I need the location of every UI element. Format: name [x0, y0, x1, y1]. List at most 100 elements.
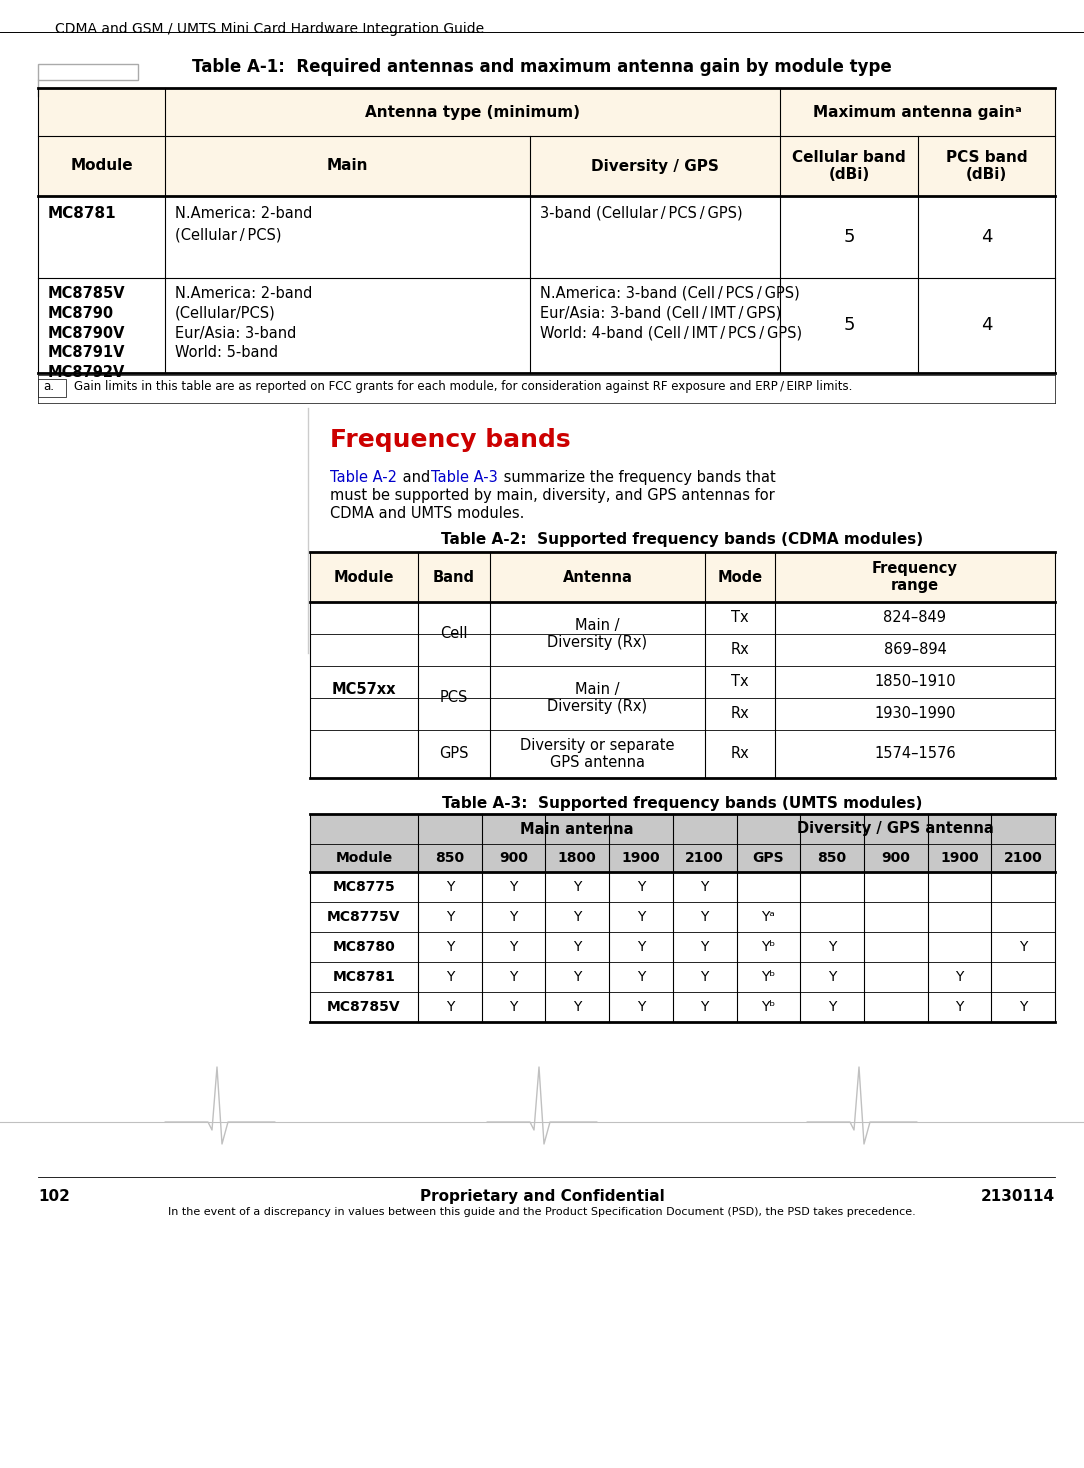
Text: Y: Y: [700, 879, 709, 894]
Text: Y: Y: [573, 970, 581, 984]
Text: Y: Y: [446, 879, 454, 894]
Text: 4: 4: [981, 228, 992, 247]
Text: Y: Y: [573, 910, 581, 923]
Text: Y: Y: [446, 910, 454, 923]
Text: Table A-1:  Required antennas and maximum antenna gain by module type: Table A-1: Required antennas and maximum…: [192, 59, 892, 76]
Text: CDMA and UMTS modules.: CDMA and UMTS modules.: [330, 506, 525, 521]
Text: Main /
Diversity (Rx): Main / Diversity (Rx): [547, 618, 647, 650]
Text: Y: Y: [446, 1000, 454, 1014]
Text: MC8775: MC8775: [333, 879, 396, 894]
Text: Y: Y: [446, 970, 454, 984]
Text: N.America: 2-band
(Cellular / PCS): N.America: 2-band (Cellular / PCS): [175, 206, 312, 242]
Text: Y: Y: [446, 940, 454, 954]
Text: Y: Y: [828, 970, 836, 984]
Text: Y: Y: [573, 940, 581, 954]
Text: 4: 4: [981, 317, 992, 335]
Text: Y: Y: [509, 910, 518, 923]
Text: GPS: GPS: [439, 747, 468, 762]
Text: Antenna type (minimum): Antenna type (minimum): [365, 104, 580, 119]
Text: N.America: 2-band
(Cellular/PCS)
Eur/Asia: 3-band
World: 5-band: N.America: 2-band (Cellular/PCS) Eur/Asi…: [175, 286, 312, 361]
Text: 900: 900: [499, 851, 528, 865]
Text: Table A-2: Table A-2: [330, 470, 397, 484]
Text: Y: Y: [636, 910, 645, 923]
Text: Y: Y: [700, 910, 709, 923]
Text: Main: Main: [326, 159, 369, 173]
Text: Diversity / GPS antenna: Diversity / GPS antenna: [798, 822, 994, 837]
Text: Tx: Tx: [732, 611, 749, 625]
Text: PCS: PCS: [440, 690, 468, 706]
Text: Y: Y: [636, 879, 645, 894]
Text: Frequency bands: Frequency bands: [330, 429, 570, 452]
Text: 1930–1990: 1930–1990: [875, 706, 956, 721]
Text: Main antenna: Main antenna: [520, 822, 634, 837]
Text: Cellular band
(dBi): Cellular band (dBi): [792, 150, 906, 182]
Text: In the event of a discrepancy in values between this guide and the Product Speci: In the event of a discrepancy in values …: [168, 1207, 916, 1217]
Text: MC8785V
MC8790
MC8790V
MC8791V
MC8792V: MC8785V MC8790 MC8790V MC8791V MC8792V: [48, 286, 126, 380]
Text: Y: Y: [700, 1000, 709, 1014]
Text: MC8781: MC8781: [333, 970, 396, 984]
Text: MC8780: MC8780: [333, 940, 396, 954]
Text: 1900: 1900: [621, 851, 660, 865]
Text: 900: 900: [881, 851, 911, 865]
Text: 1800: 1800: [558, 851, 596, 865]
Text: 1850–1910: 1850–1910: [874, 674, 956, 690]
Text: Y: Y: [636, 940, 645, 954]
Bar: [38, 88, 1055, 197]
Text: Y: Y: [636, 1000, 645, 1014]
Text: 5: 5: [843, 317, 855, 335]
Text: 5: 5: [843, 228, 855, 247]
Text: Y: Y: [573, 879, 581, 894]
Text: Y: Y: [509, 940, 518, 954]
Text: 1900: 1900: [940, 851, 979, 865]
Text: 2100: 2100: [1004, 851, 1043, 865]
Text: N.America: 3-band (Cell / PCS / GPS)
Eur/Asia: 3-band (Cell / IMT / GPS)
World: : N.America: 3-band (Cell / PCS / GPS) Eur…: [540, 286, 802, 341]
Text: Diversity / GPS: Diversity / GPS: [591, 159, 719, 173]
Text: and: and: [398, 470, 435, 484]
Text: summarize the frequency bands that: summarize the frequency bands that: [499, 470, 776, 484]
Text: Gain limits in this table are as reported on FCC grants for each module, for con: Gain limits in this table are as reporte…: [74, 380, 852, 393]
Text: Main /
Diversity (Rx): Main / Diversity (Rx): [547, 681, 647, 715]
Text: 2100: 2100: [685, 851, 724, 865]
Text: Yᵃ: Yᵃ: [761, 910, 775, 923]
Text: Proprietary and Confidential: Proprietary and Confidential: [420, 1189, 664, 1204]
Text: Y: Y: [828, 940, 836, 954]
Text: 869–894: 869–894: [883, 643, 946, 658]
Text: Table A-3: Table A-3: [431, 470, 498, 484]
Text: Rx: Rx: [731, 706, 749, 721]
Text: Module: Module: [334, 570, 395, 584]
Text: MC8785V: MC8785V: [327, 1000, 401, 1014]
Text: CDMA and GSM / UMTS Mini Card Hardware Integration Guide: CDMA and GSM / UMTS Mini Card Hardware I…: [55, 22, 485, 37]
Text: Y: Y: [509, 970, 518, 984]
Text: Yᵇ: Yᵇ: [761, 940, 775, 954]
Text: Y: Y: [955, 970, 964, 984]
Bar: [310, 813, 1055, 872]
Text: 102: 102: [38, 1189, 69, 1204]
Text: must be supported by main, diversity, and GPS antennas for: must be supported by main, diversity, an…: [330, 487, 775, 504]
Text: 824–849: 824–849: [883, 611, 946, 625]
Text: Tx: Tx: [732, 674, 749, 690]
Text: Table A-3:  Supported frequency bands (UMTS modules): Table A-3: Supported frequency bands (UM…: [442, 796, 922, 810]
Text: Mode: Mode: [718, 570, 762, 584]
Text: Table A-2:  Supported frequency bands (CDMA modules): Table A-2: Supported frequency bands (CD…: [441, 531, 924, 548]
Text: GPS: GPS: [752, 851, 784, 865]
Text: Cell: Cell: [440, 627, 468, 642]
Text: PCS band
(dBi): PCS band (dBi): [945, 150, 1028, 182]
Text: Maximum antenna gainᵃ: Maximum antenna gainᵃ: [813, 104, 1022, 119]
Text: Rx: Rx: [731, 747, 749, 762]
Text: 1574–1576: 1574–1576: [874, 747, 956, 762]
Bar: [310, 552, 1055, 602]
Text: Y: Y: [573, 1000, 581, 1014]
Bar: [38, 65, 138, 79]
Text: MC57xx: MC57xx: [332, 683, 397, 697]
Text: 2130114: 2130114: [981, 1189, 1055, 1204]
Text: MC8775V: MC8775V: [327, 910, 401, 923]
Text: Y: Y: [828, 1000, 836, 1014]
Text: 850: 850: [817, 851, 847, 865]
Text: Module: Module: [335, 851, 392, 865]
Text: MC8781: MC8781: [48, 206, 117, 222]
Text: Module: Module: [70, 159, 133, 173]
Bar: [38, 379, 66, 396]
Text: Band: Band: [433, 570, 475, 584]
Text: 850: 850: [436, 851, 464, 865]
Text: Rx: Rx: [731, 643, 749, 658]
